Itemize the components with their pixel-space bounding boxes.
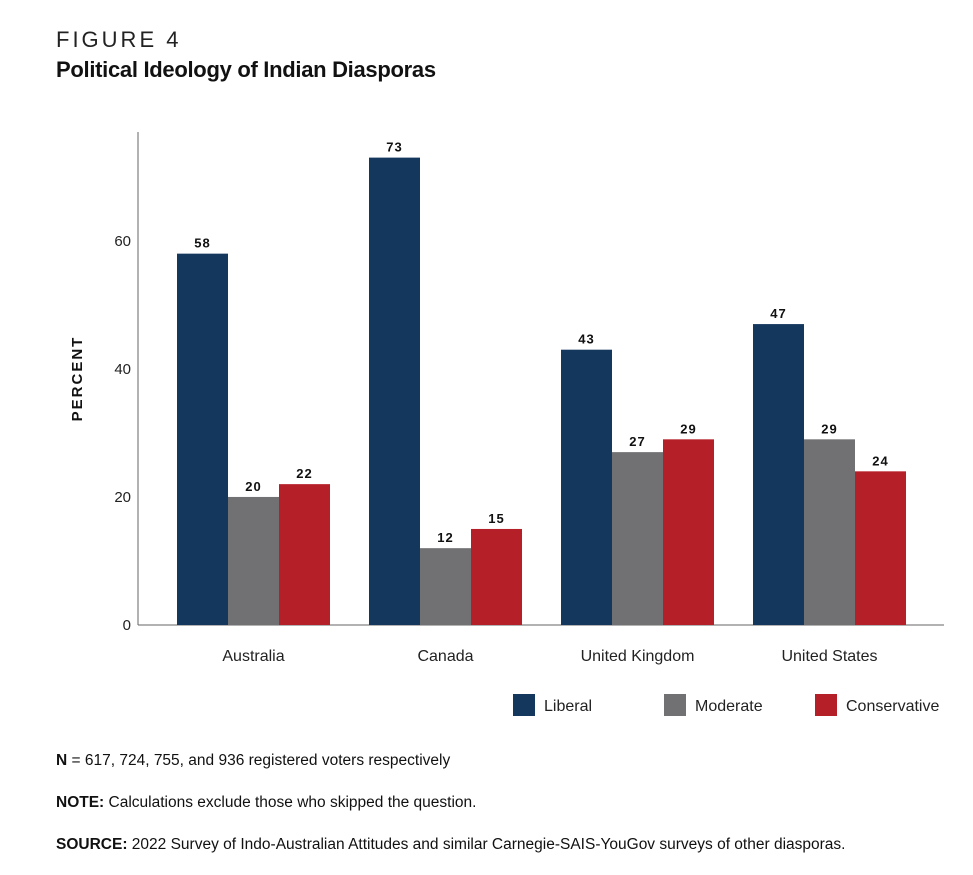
data-label: 15: [488, 511, 504, 526]
legend-label: Moderate: [695, 698, 763, 715]
bar-liberal: [369, 157, 420, 625]
note-text: Calculations exclude those who skipped t…: [104, 794, 477, 811]
figure-title: Political Ideology of Indian Diasporas: [56, 57, 436, 82]
legend-swatch-moderate: [664, 694, 686, 716]
data-label: 47: [770, 306, 786, 321]
bar-liberal: [177, 253, 228, 625]
data-label: 24: [872, 453, 888, 468]
data-label: 22: [296, 466, 312, 481]
legend-swatch-liberal: [513, 694, 535, 716]
y-tick-label: 40: [114, 361, 131, 378]
legend-label: Conservative: [846, 698, 939, 715]
y-axis-title: PERCENT: [69, 336, 86, 422]
source-label: SOURCE:: [56, 836, 128, 853]
x-tick-label: Canada: [417, 648, 473, 665]
source-note: SOURCE: 2022 Survey of Indo-Australian A…: [56, 836, 845, 854]
bar-liberal: [561, 349, 612, 625]
data-label: 29: [680, 421, 696, 436]
y-tick-label: 0: [123, 617, 131, 634]
x-tick-label: United Kingdom: [581, 648, 695, 665]
data-label: 29: [821, 421, 837, 436]
bar-conservative: [279, 484, 330, 625]
bar-moderate: [804, 439, 855, 625]
data-label: 27: [629, 434, 645, 449]
bar-chart: 0 20 40 60 PERCENT 58 20 22 Australia 73 12 15 Canad…: [69, 132, 944, 716]
bar-conservative: [855, 471, 906, 625]
bar-moderate: [420, 548, 471, 625]
bar-conservative: [663, 439, 714, 625]
x-tick-label: Australia: [222, 648, 284, 665]
data-label: 43: [578, 332, 594, 347]
source-text: 2022 Survey of Indo-Australian Attitudes…: [127, 836, 846, 853]
x-tick-label: United States: [781, 648, 877, 665]
figure-label: FIGURE 4: [56, 27, 182, 52]
bar-liberal: [753, 324, 804, 625]
bar-conservative: [471, 528, 522, 625]
y-tick-label: 20: [114, 489, 131, 506]
note-label: NOTE:: [56, 794, 105, 811]
data-label: 12: [437, 530, 453, 545]
sample-size-note: N = 617, 724, 755, and 936 registered vo…: [56, 752, 450, 770]
data-label: 20: [245, 479, 261, 494]
legend-label: Liberal: [544, 698, 592, 715]
data-label: 73: [386, 140, 402, 155]
data-label: 58: [194, 236, 210, 251]
sample-size-text: = 617, 724, 755, and 936 registered vote…: [67, 752, 451, 769]
bar-moderate: [612, 452, 663, 625]
y-tick-label: 60: [114, 233, 131, 250]
bar-moderate: [228, 496, 279, 625]
calculation-note: NOTE: Calculations exclude those who ski…: [56, 794, 476, 812]
legend-swatch-conservative: [815, 694, 837, 716]
sample-size-label: N: [56, 752, 68, 769]
